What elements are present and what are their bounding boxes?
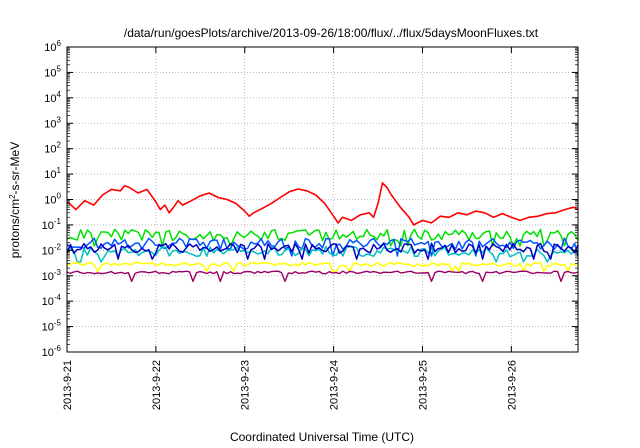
x-tick-label: 2013-9-21 [62,360,74,410]
y-tick-label: 104 [44,90,61,105]
chart-title: /data/run/goesPlots/archive/2013-09-26/1… [124,26,539,40]
axes: 10-6 10-5 10-4 10-3 10-2 10-1 100 101 102 103 104 1… [42,39,578,410]
y-axis-title-base: protons/cm [8,199,22,258]
y-tick-label: 10-3 [42,268,62,283]
x-tick-label: 2013-9-24 [329,360,341,410]
y-tick-label: 10-5 [42,319,62,334]
y-tick-label: 102 [44,141,61,156]
series-line-5 [66,242,579,260]
y-axis-title: protons/cm2-s-sr-MeV [8,142,23,258]
series-line-6 [66,261,579,273]
plot-area-frame [66,46,579,353]
y-tick-label: 100 [44,192,61,207]
y-tick-label: 10-1 [42,217,62,232]
series-line-3 [66,237,579,257]
y-tick-label: 101 [44,166,61,181]
grid [67,47,578,352]
y-axis-title-sup: 2 [8,194,17,199]
y-tick-label: 106 [44,39,61,54]
x-tick-label: 2013-9-26 [506,360,518,410]
y-tick-label: 10-6 [42,344,62,359]
y-tick-label: 105 [44,64,61,79]
x-tick-label: 2013-9-25 [417,360,429,410]
x-axis-title: Coordinated Universal Time (UTC) [230,430,414,444]
series-line-4 [66,245,579,263]
series-group [66,182,579,283]
y-axis-title-rest: -s-sr-MeV [8,142,22,195]
x-tick-label: 2013-9-22 [151,360,163,410]
series-line-2 [66,228,579,247]
series-line-7 [66,270,579,283]
y-tick-label: 10-2 [42,242,62,257]
y-tick-label: 10-4 [42,293,62,308]
x-tick-label: 2013-9-23 [240,360,252,410]
series-line-1 [66,182,579,226]
y-tick-label: 103 [44,115,61,130]
